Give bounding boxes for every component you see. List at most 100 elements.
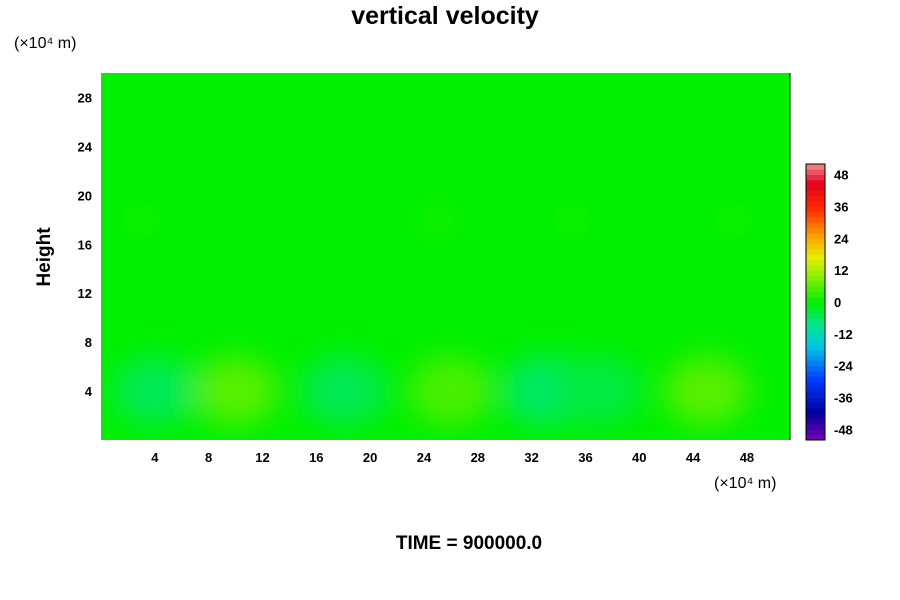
colorbar-segment-8 xyxy=(806,392,825,398)
colorbar-segment-10 xyxy=(806,381,825,388)
colorbar-segment-30 xyxy=(806,275,825,282)
x-axis-ticks: 4 8 12 16 20 24 28 32 36 40 44 48 xyxy=(151,450,754,465)
colorbar-segment-11 xyxy=(806,376,825,383)
colorbar-ticks: 48 36 24 12 0 -12 -24 -36 -48 xyxy=(834,168,854,438)
field-feature-10 xyxy=(723,211,744,228)
colorbar-segment-16 xyxy=(806,349,825,356)
colorbar-segment-43 xyxy=(806,206,825,213)
colorbar-segment-14 xyxy=(806,360,825,367)
field-feature-5 xyxy=(556,357,641,426)
colorbar-segment-36 xyxy=(806,243,825,250)
colorbar-segment-20 xyxy=(806,328,825,335)
colorbar-segment-5 xyxy=(806,408,825,414)
colorbar-segment-7 xyxy=(806,397,825,404)
colorbar-segment-27 xyxy=(806,291,825,298)
x-tick-label-4: 20 xyxy=(363,450,377,465)
colorbar-tick-label-8: -48 xyxy=(834,422,853,437)
colorbar-segment-26 xyxy=(806,296,825,303)
x-tick-label-2: 12 xyxy=(255,450,269,465)
colorbar-segment-15 xyxy=(806,355,825,361)
y-axis-label: Height xyxy=(34,227,55,287)
time-label: TIME = 900000.0 xyxy=(396,533,542,554)
field-feature-1 xyxy=(193,357,278,426)
colorbar-segment-12 xyxy=(806,371,825,377)
colorbar-segment-47 xyxy=(806,185,825,191)
plot-area xyxy=(101,73,791,440)
field-feature-0 xyxy=(112,357,197,426)
y-tick-label-0: 4 xyxy=(85,384,93,399)
colorbar-frame xyxy=(805,163,826,441)
colorbar-segment-29 xyxy=(806,280,825,287)
colorbar xyxy=(805,163,826,441)
x-tick-label-8: 36 xyxy=(578,450,592,465)
x-tick-label-0: 4 xyxy=(151,450,159,465)
colorbar-segment-34 xyxy=(806,254,825,260)
colorbar-segment-6 xyxy=(806,402,825,409)
colorbar-segment-25 xyxy=(806,302,825,308)
colorbar-segment-4 xyxy=(806,413,825,420)
field-feature-9 xyxy=(561,211,582,228)
colorbar-segment-45 xyxy=(806,195,825,202)
colorbar-segment-46 xyxy=(806,190,825,197)
colorbar-tick-label-0: 48 xyxy=(834,168,848,183)
colorbar-segment-44 xyxy=(806,201,825,207)
y-tick-label-1: 8 xyxy=(85,335,92,350)
field-features xyxy=(112,211,749,426)
y-axis-unit: (×10⁴ m) xyxy=(14,35,76,52)
colorbar-tick-label-7: -36 xyxy=(834,391,853,406)
colorbar-segment-31 xyxy=(806,270,825,276)
colorbar-segment-2 xyxy=(806,424,825,430)
y-tick-label-2: 12 xyxy=(78,286,92,301)
colorbar-tick-label-4: 0 xyxy=(834,295,841,310)
colorbar-tick-label-3: 12 xyxy=(834,263,848,278)
colorbar-segment-48 xyxy=(806,179,825,186)
colorbar-segment-32 xyxy=(806,264,825,271)
colorbar-segment-35 xyxy=(806,248,825,255)
colorbar-segment-37 xyxy=(806,238,825,245)
colorbar-segment-51 xyxy=(806,164,825,170)
y-axis-ticks: 4 8 12 16 20 24 28 xyxy=(78,90,93,399)
colorbar-segment-41 xyxy=(806,217,825,223)
colorbar-segment-3 xyxy=(806,418,825,425)
field-feature-2 xyxy=(301,357,386,426)
colorbar-segment-21 xyxy=(806,323,825,329)
colorbar-segment-17 xyxy=(806,344,825,351)
x-tick-label-9: 40 xyxy=(632,450,646,465)
colorbar-tick-label-5: -12 xyxy=(834,327,853,342)
colorbar-segment-19 xyxy=(806,333,825,340)
colorbar-segment-18 xyxy=(806,339,825,345)
colorbar-segment-13 xyxy=(806,365,825,372)
colorbar-segment-50 xyxy=(806,169,825,176)
y-tick-label-5: 24 xyxy=(78,139,93,154)
field-feature-7 xyxy=(131,211,152,228)
field-feature-8 xyxy=(427,211,448,228)
y-tick-label-4: 20 xyxy=(78,188,92,203)
x-tick-label-6: 28 xyxy=(471,450,485,465)
colorbar-segment-40 xyxy=(806,222,825,229)
colorbar-tick-label-1: 36 xyxy=(834,199,848,214)
colorbar-segment-49 xyxy=(806,174,825,181)
x-tick-label-7: 32 xyxy=(524,450,538,465)
colorbar-segment-42 xyxy=(806,211,825,218)
colorbar-segment-38 xyxy=(806,233,825,239)
colorbar-segment-28 xyxy=(806,286,825,292)
x-tick-label-10: 44 xyxy=(686,450,701,465)
x-axis-unit: (×10⁴ m) xyxy=(714,475,776,492)
colorbar-segment-33 xyxy=(806,259,825,266)
colorbar-segment-22 xyxy=(806,317,825,324)
colorbar-segment-24 xyxy=(806,307,825,314)
x-tick-label-5: 24 xyxy=(417,450,432,465)
x-tick-label-3: 16 xyxy=(309,450,323,465)
field-feature-3 xyxy=(408,357,493,426)
x-tick-label-11: 48 xyxy=(740,450,754,465)
colorbar-tick-label-6: -24 xyxy=(834,359,854,374)
colorbar-segment-23 xyxy=(806,312,825,319)
colorbar-segment-9 xyxy=(806,386,825,393)
chart-title: vertical velocity xyxy=(351,2,539,30)
colorbar-tick-label-2: 24 xyxy=(834,231,849,246)
colorbar-segment-1 xyxy=(806,429,825,436)
field-feature-6 xyxy=(664,357,749,426)
y-tick-label-3: 16 xyxy=(78,237,92,252)
y-tick-label-6: 28 xyxy=(78,90,92,105)
